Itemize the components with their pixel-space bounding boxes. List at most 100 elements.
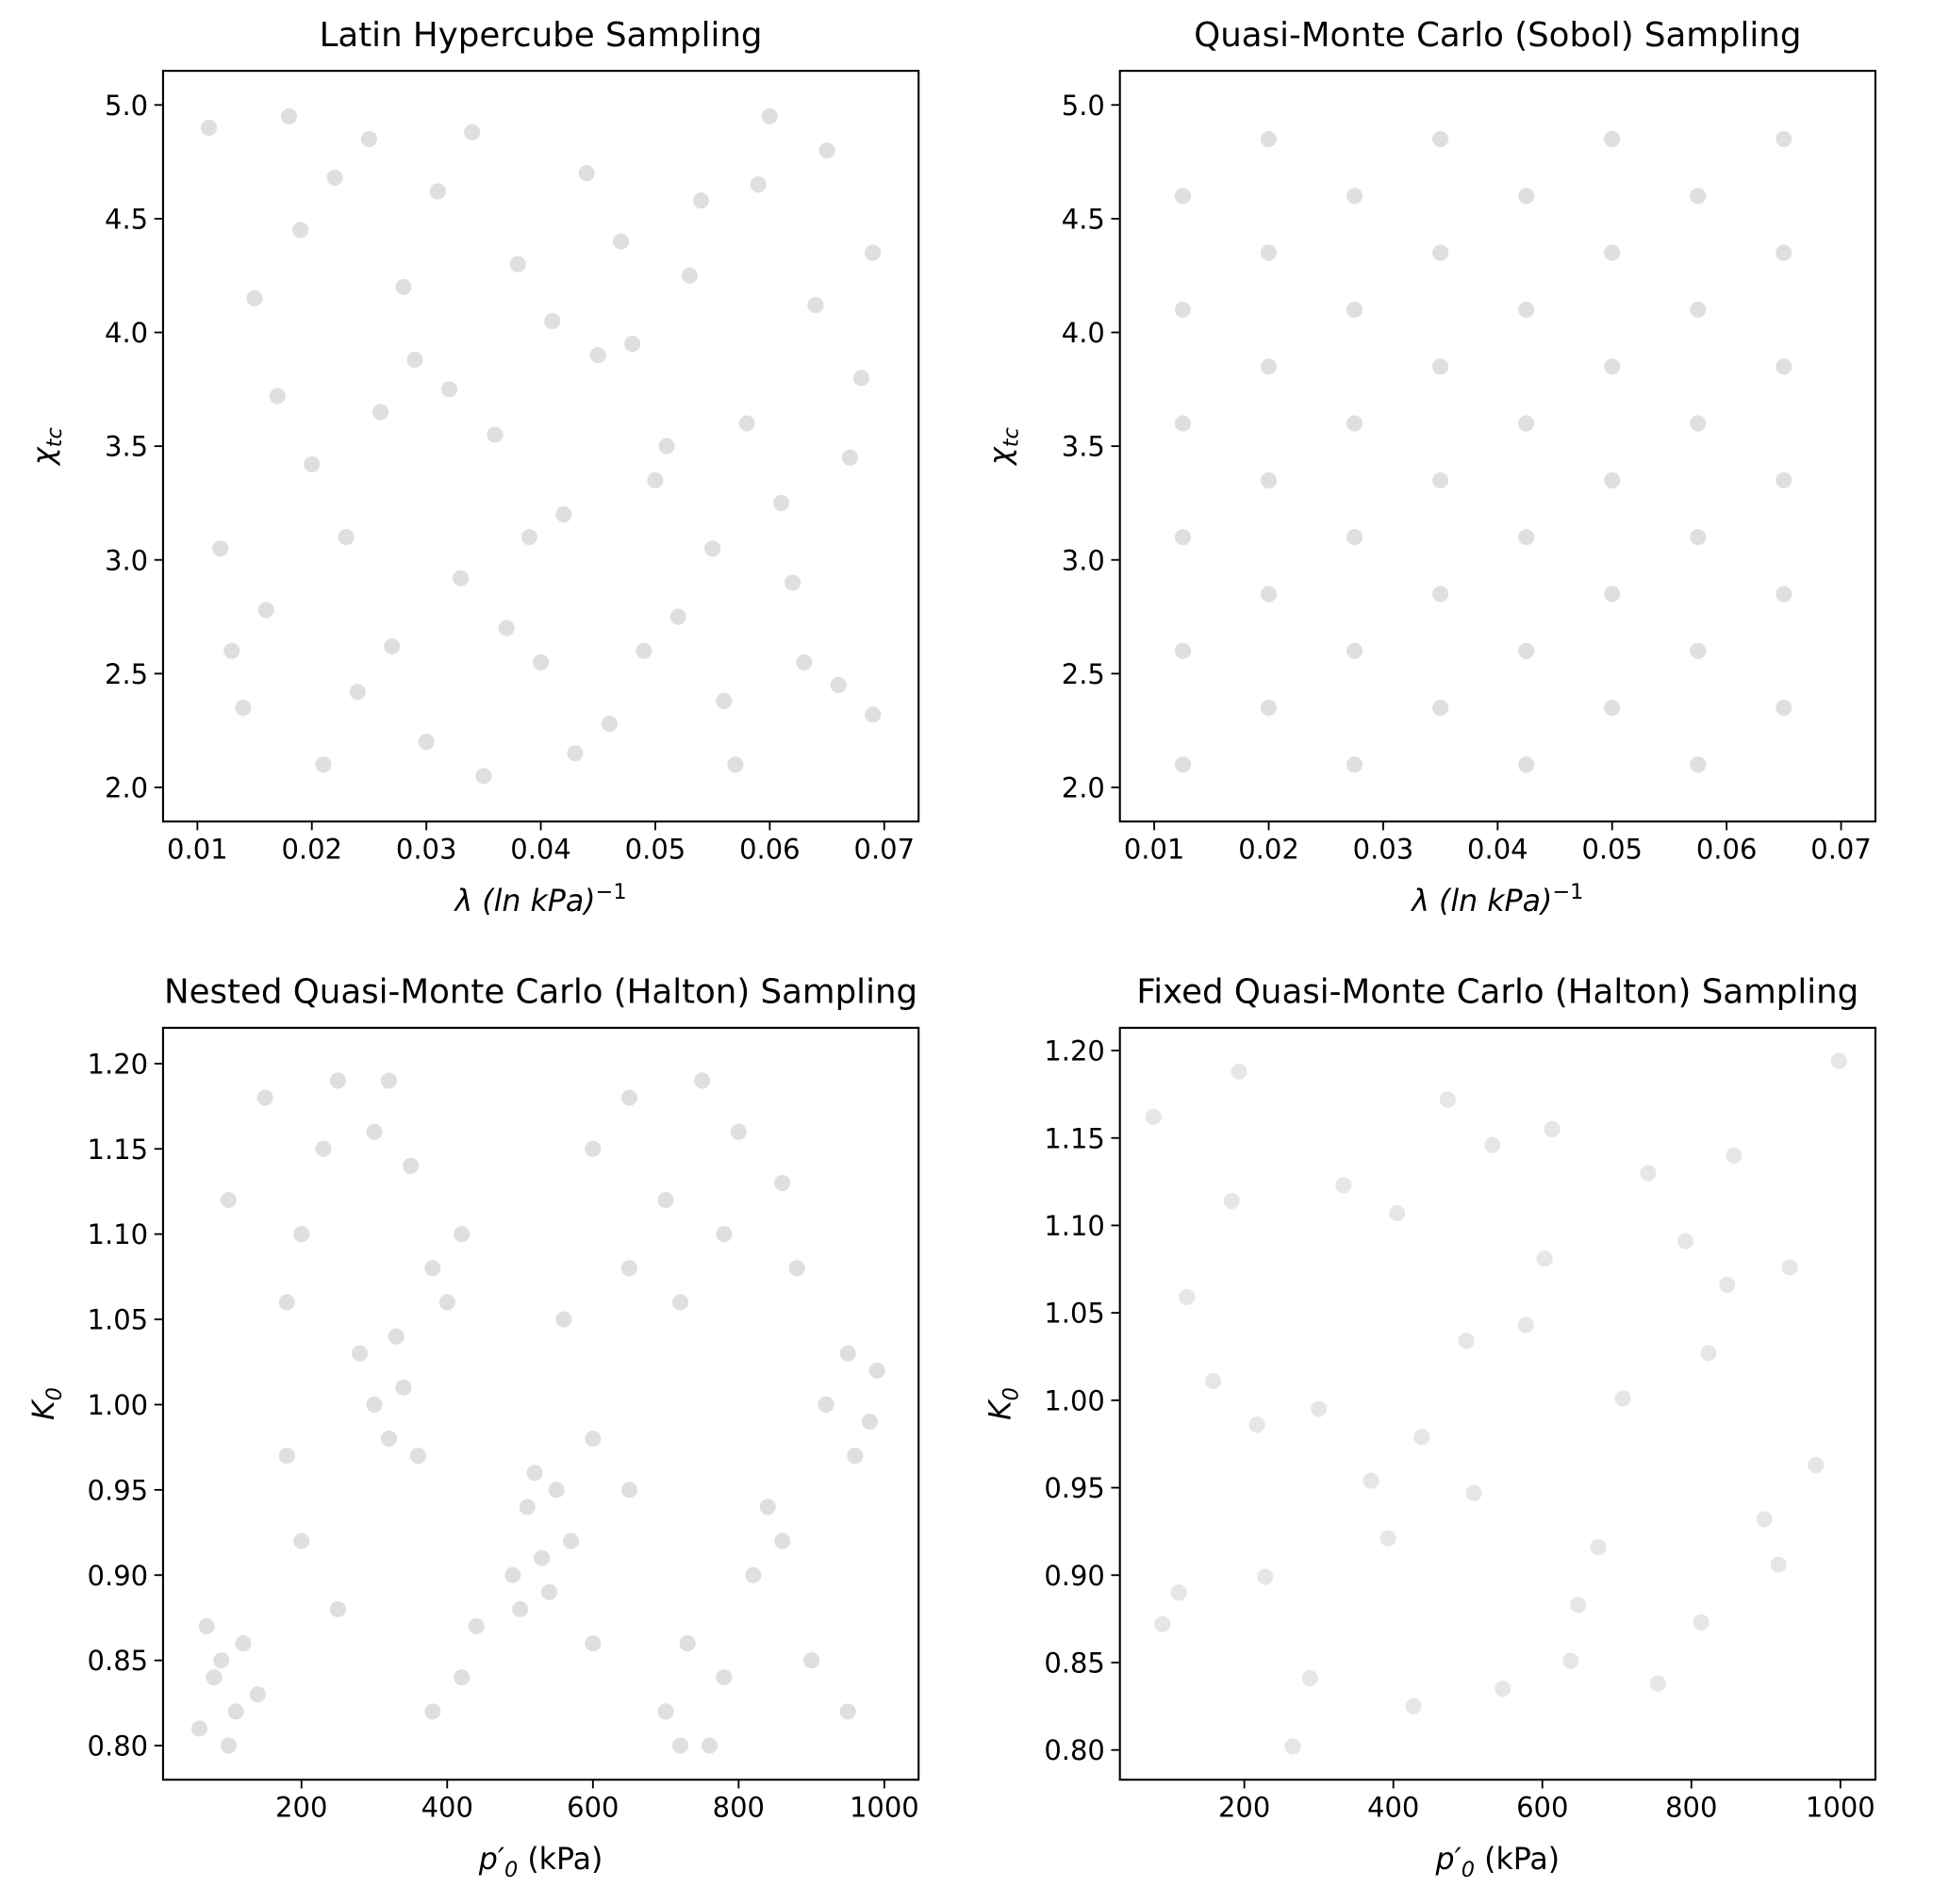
scatter-point [384, 637, 401, 654]
scatter-point [1690, 756, 1707, 773]
label-subscript: 0 [42, 1387, 67, 1400]
x-tick-label: 0.06 [1696, 834, 1758, 866]
scatter-point [540, 1583, 558, 1600]
scatter-point [380, 1072, 398, 1089]
scatter-point [1432, 244, 1449, 261]
scatter-point [1405, 1697, 1422, 1714]
scatter-point [190, 1720, 208, 1737]
scatter-point [772, 494, 790, 511]
scatter-point [761, 108, 778, 124]
scatter-point [1284, 1738, 1301, 1755]
scatter-point [1518, 756, 1535, 773]
y-tick-label: 0.85 [88, 1645, 149, 1677]
x-axis-label: λ (ln kPa)−1 [1410, 880, 1583, 919]
scatter-point [750, 176, 767, 193]
scatter-point [246, 290, 263, 306]
x-tick-label: 0.05 [1581, 834, 1643, 866]
scatter-point [351, 1345, 369, 1362]
scatter-point [1346, 529, 1363, 546]
scatter-point [198, 1617, 215, 1635]
x-tick-label: 1000 [850, 1792, 919, 1824]
scatter-point [326, 169, 343, 187]
scatter-point [406, 351, 423, 369]
axes-frame [1118, 70, 1877, 823]
label-base: p′ [1435, 1843, 1462, 1877]
scatter-point [774, 1174, 791, 1191]
x-tick-label: 400 [421, 1792, 473, 1824]
y-tick-label: 5.0 [105, 90, 148, 122]
y-tick-label: 0.80 [88, 1730, 149, 1763]
x-tick-label: 200 [275, 1792, 327, 1824]
scatter-point [1432, 358, 1449, 375]
y-axis-label: χtc [984, 427, 1024, 467]
scatter-point [532, 654, 550, 671]
x-tick-label: 0.02 [1238, 834, 1299, 866]
x-axis-label: p′0 (kPa) [1435, 1843, 1561, 1882]
scatter-point [1439, 1091, 1456, 1108]
subplot: Nested Quasi-Monte Carlo (Halton) Sampli… [27, 973, 920, 1882]
scatter-point [671, 1737, 689, 1754]
x-tick-label: 0.07 [1810, 834, 1872, 866]
scatter-point [438, 1294, 455, 1311]
scatter-point [372, 404, 389, 421]
scatter-point [220, 1737, 238, 1754]
scatter-point [1260, 586, 1278, 603]
y-tick-label: 2.5 [1062, 658, 1105, 690]
scatter-point [1389, 1204, 1406, 1222]
scatter-point [704, 540, 721, 557]
scatter-point [585, 1140, 602, 1157]
scatter-point [395, 1379, 412, 1396]
y-tick-label: 3.0 [105, 544, 148, 576]
scatter-point [612, 233, 630, 250]
scatter-point [1676, 1233, 1694, 1250]
scatter-point [475, 768, 492, 785]
y-tick-label: 4.0 [105, 317, 148, 349]
scatter-point [1690, 301, 1707, 318]
scatter-point [256, 1089, 273, 1106]
scatter-point [716, 1669, 733, 1686]
scatter-point [235, 1635, 252, 1652]
scatter-point [1649, 1675, 1666, 1692]
scatter-point [544, 312, 561, 330]
x-tick-label: 1000 [1806, 1792, 1875, 1824]
scatter-point [1536, 1250, 1553, 1267]
label-base: K [27, 1399, 61, 1420]
axes-frame [161, 70, 920, 823]
scatter-point [1363, 1472, 1379, 1489]
scatter-point [694, 1072, 711, 1089]
y-tick-label: 4.5 [105, 203, 148, 235]
scatter-point [280, 108, 298, 124]
scatter-point [1231, 1063, 1247, 1080]
y-tick-label: 0.90 [88, 1560, 149, 1592]
y-tick-label: 2.0 [105, 771, 148, 803]
scatter-point [257, 602, 274, 619]
scatter-point [830, 676, 847, 693]
label-base: χ [27, 446, 61, 467]
scatter-point [1776, 358, 1792, 375]
scatter-point [1517, 1316, 1534, 1333]
scatter-point [657, 1703, 674, 1720]
scatter-point [563, 1532, 580, 1549]
y-tick-label: 0.95 [1044, 1472, 1105, 1504]
y-tick-label: 1.05 [1044, 1298, 1105, 1330]
scatter-point [1570, 1597, 1587, 1614]
scatter-point [1690, 415, 1707, 432]
scatter-point [1518, 301, 1535, 318]
scatter-point [1346, 756, 1363, 773]
scatter-point [1690, 188, 1707, 205]
scatter-point [366, 1123, 383, 1140]
scatter-point [1700, 1345, 1717, 1362]
scatter-point [624, 336, 641, 353]
scatter-point [429, 183, 446, 200]
scatter-point [315, 756, 332, 773]
scatter-point [200, 119, 218, 136]
scatter-point [304, 455, 321, 472]
label-base: λ (ln kPa) [1410, 885, 1552, 919]
scatter-point [223, 642, 240, 659]
scatter-point [1432, 699, 1449, 717]
y-tick-label: 1.10 [1044, 1210, 1105, 1242]
scatter-point [1204, 1372, 1222, 1390]
scatter-point [1223, 1192, 1240, 1210]
scatter-point [338, 529, 355, 546]
scatter-point [1170, 1584, 1187, 1601]
